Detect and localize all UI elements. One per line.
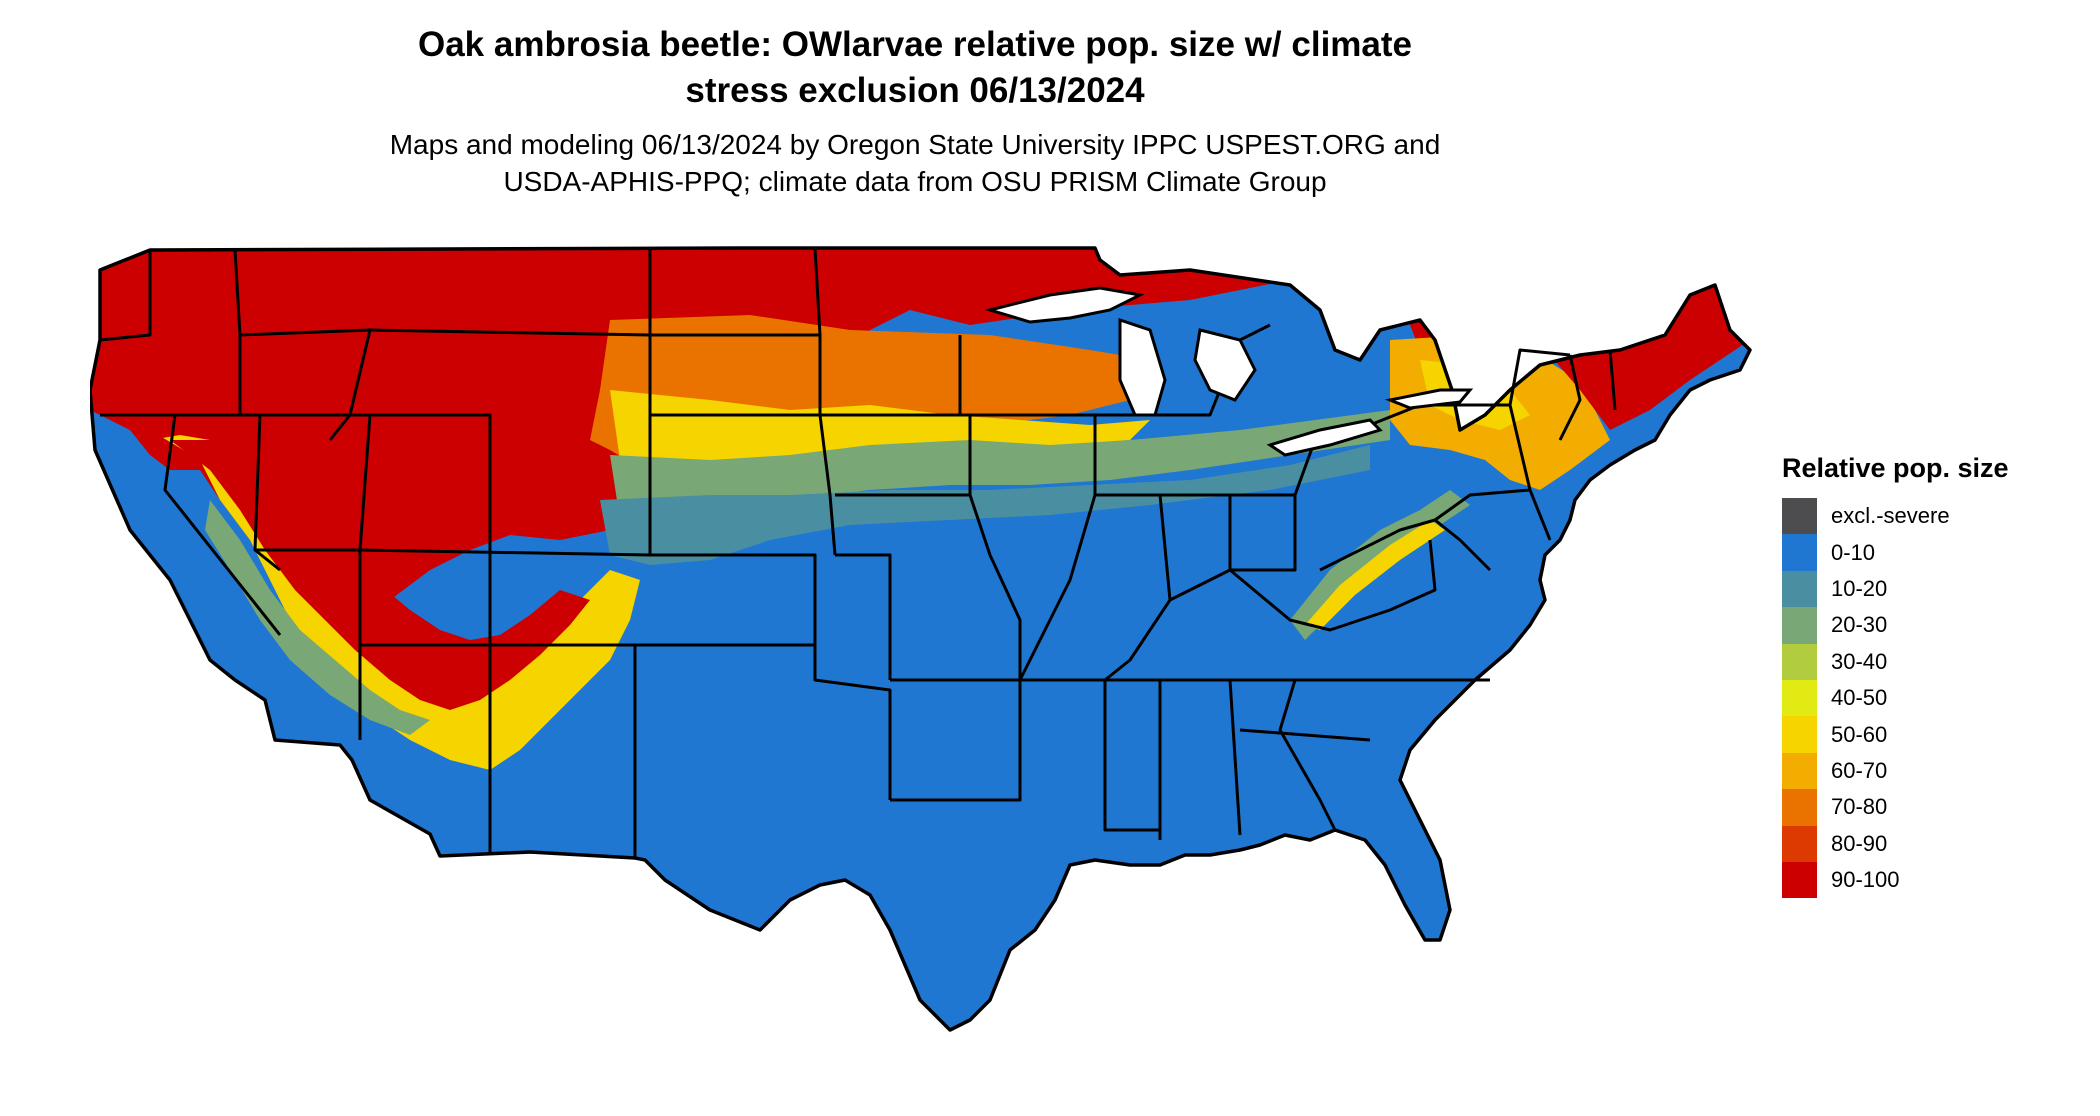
legend-label: excl.-severe — [1831, 503, 1950, 529]
legend-swatch — [1782, 570, 1817, 608]
region-90-100 — [90, 248, 1750, 630]
us-outline — [90, 246, 1752, 1032]
legend-label: 60-70 — [1831, 757, 1888, 783]
legend-item: 80-90 — [1782, 825, 2082, 862]
legend-label: 70-80 — [1831, 794, 1888, 820]
lake-erie — [1266, 418, 1383, 457]
map-subtitle: Maps and modeling 06/13/2024 by Oregon S… — [389, 129, 1441, 197]
region-west-red — [170, 440, 590, 710]
legend-item: 0-10 — [1782, 534, 2082, 571]
region-20-30 — [610, 410, 1390, 530]
legend-title: Relative pop. size — [1782, 453, 2009, 483]
lake-ontario — [1384, 388, 1474, 410]
legend-items: excl.-severe 0-10 10-20 20-30 30-40 40-50 50-6… — [1782, 498, 2082, 899]
legend-swatch — [1782, 679, 1817, 717]
state-borders — [99, 247, 1617, 858]
legend-label: 80-90 — [1831, 830, 1888, 856]
great-lakes — [984, 286, 1474, 457]
legend-item: excl.-severe — [1782, 498, 2082, 535]
heat-layer — [90, 248, 1750, 1030]
legend-item: 20-30 — [1782, 607, 2082, 644]
legend-item: 90-100 — [1782, 861, 2082, 899]
legend: Relative pop. size excl.-severe 0-10 10-20… — [1782, 452, 2082, 899]
region-10-20 — [600, 445, 1370, 565]
legend-label: 50-60 — [1831, 721, 1888, 747]
legend-swatch — [1782, 789, 1817, 826]
legend-label: 10-20 — [1831, 575, 1888, 601]
us-map — [90, 240, 1760, 1110]
legend-label: 0-10 — [1831, 539, 1876, 565]
legend-swatch — [1782, 643, 1817, 680]
legend-swatch — [1782, 498, 1817, 535]
legend-swatch — [1782, 534, 1817, 571]
title-block: Oak ambrosia beetle: OWlarvae relative p… — [250, 22, 1580, 200]
lake-huron — [1193, 328, 1257, 402]
legend-swatch — [1782, 861, 1817, 899]
legend-item: 30-40 — [1782, 643, 2082, 680]
region-pnw-red — [90, 370, 180, 440]
lake-michigan — [1118, 317, 1167, 417]
region-appalachian-yellow — [1305, 520, 1445, 630]
legend-label: 20-30 — [1831, 612, 1888, 638]
legend-swatch — [1782, 825, 1817, 862]
map-title: Oak ambrosia beetle: OWlarvae relative p… — [417, 25, 1412, 110]
legend-item: 70-80 — [1782, 789, 2082, 826]
us-map-svg — [90, 246, 1752, 1032]
legend-item: 50-60 — [1782, 716, 2082, 753]
lake-superior — [984, 286, 1145, 324]
legend-item: 60-70 — [1782, 752, 2082, 790]
legend-swatch — [1782, 716, 1817, 753]
legend-swatch — [1782, 752, 1817, 790]
region-ca-blue — [130, 450, 265, 670]
legend-item: 10-20 — [1782, 570, 2082, 608]
legend-label: 30-40 — [1831, 648, 1888, 674]
legend-item: 40-50 — [1782, 679, 2082, 717]
legend-label: 40-50 — [1831, 685, 1888, 711]
legend-label: 90-100 — [1831, 867, 1900, 893]
legend-swatch — [1782, 607, 1817, 644]
region-west-green — [205, 500, 430, 735]
